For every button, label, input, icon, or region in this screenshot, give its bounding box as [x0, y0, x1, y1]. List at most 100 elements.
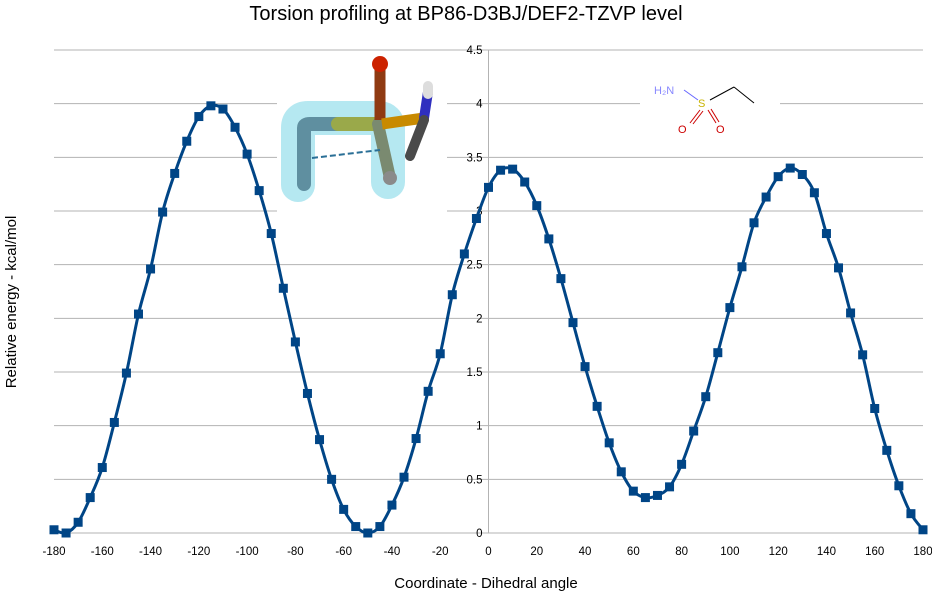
data-point — [834, 263, 844, 273]
amine-label: H₂N — [654, 85, 674, 97]
data-point — [158, 207, 168, 217]
data-point — [146, 264, 156, 274]
data-point — [821, 229, 831, 239]
data-point — [556, 274, 566, 284]
x-tick-label: 160 — [865, 546, 884, 558]
data-point — [61, 528, 71, 538]
y-tick-label: 4.5 — [467, 45, 483, 57]
x-tick-label: -180 — [42, 546, 65, 558]
data-point — [315, 435, 325, 445]
data-point — [327, 474, 337, 484]
x-tick-label: 0 — [485, 546, 491, 558]
data-point — [97, 463, 107, 473]
data-point — [544, 234, 554, 244]
x-tick-label: 180 — [913, 546, 932, 558]
x-axis-label: Coordinate - Dihedral angle — [394, 575, 577, 592]
y-tick-label: 4 — [476, 99, 483, 111]
data-point — [49, 525, 59, 535]
oxygen-label-left: O — [678, 124, 687, 136]
data-point — [459, 249, 469, 259]
data-point — [568, 318, 578, 328]
data-point — [737, 262, 747, 272]
y-axis-ticks: 00.511.522.533.544.5 — [467, 45, 484, 540]
data-point — [761, 192, 771, 202]
x-axis-ticks: -180 -160 -140 -120 -100 -80 -60 -40 -20 0 20 40 60 8… — [42, 546, 932, 558]
data-point — [182, 136, 192, 146]
x-tick-label: 80 — [675, 546, 688, 558]
data-point — [170, 168, 180, 178]
data-point — [496, 165, 506, 175]
data-point — [797, 170, 807, 180]
data-point — [218, 104, 228, 114]
data-point — [133, 309, 143, 319]
x-tick-label: 20 — [530, 546, 543, 558]
data-point — [290, 337, 300, 347]
data-point — [266, 229, 276, 239]
data-point — [640, 493, 650, 503]
energy-series — [49, 101, 928, 538]
data-point — [278, 283, 288, 293]
data-point — [351, 522, 361, 532]
data-point — [870, 403, 880, 413]
x-tick-label: -160 — [91, 546, 114, 558]
x-tick-label: 60 — [627, 546, 640, 558]
data-point — [616, 467, 626, 477]
x-tick-label: 40 — [579, 546, 592, 558]
data-point — [689, 426, 699, 436]
data-point — [665, 482, 675, 492]
y-tick-label: 0 — [476, 528, 482, 540]
x-tick-label: -60 — [335, 546, 352, 558]
data-point — [411, 434, 421, 444]
data-point — [85, 493, 95, 503]
data-point — [230, 122, 240, 132]
data-point — [302, 388, 312, 398]
data-point — [677, 459, 687, 469]
data-point — [580, 362, 590, 372]
y-tick-label: 2 — [476, 313, 482, 325]
x-tick-label: -20 — [432, 546, 449, 558]
y-axis-label: Relative energy - kcal/mol — [3, 216, 20, 389]
chart-title: Torsion profiling at BP86-D3BJ/DEF2-TZVP… — [249, 3, 682, 25]
data-point — [447, 290, 457, 300]
data-point — [508, 164, 518, 174]
data-point — [206, 101, 216, 111]
data-point — [628, 486, 638, 496]
data-point — [592, 401, 602, 411]
x-tick-label: 100 — [720, 546, 739, 558]
sulfur-label: S — [698, 98, 705, 110]
x-tick-label: -120 — [187, 546, 210, 558]
data-point — [254, 186, 264, 196]
x-tick-label: -40 — [384, 546, 401, 558]
y-tick-label: 3.5 — [467, 152, 483, 164]
x-tick-label: 140 — [817, 546, 836, 558]
x-tick-label: -80 — [287, 546, 304, 558]
x-tick-label: -140 — [139, 546, 162, 558]
data-point — [918, 525, 928, 535]
oxygen-label-right: O — [716, 124, 725, 136]
data-point — [809, 188, 819, 198]
data-point — [532, 201, 542, 211]
data-point — [858, 350, 868, 360]
data-point — [520, 177, 530, 187]
molecule-2d-structure: H₂N S O O — [640, 75, 780, 140]
data-point — [242, 149, 252, 159]
y-tick-label: 1 — [476, 421, 482, 433]
data-point — [894, 481, 904, 491]
data-point — [363, 528, 373, 538]
y-tick-label: 1.5 — [467, 367, 483, 379]
data-point — [882, 445, 892, 455]
data-point — [906, 509, 916, 519]
data-point — [773, 172, 783, 182]
y-tick-label: 0.5 — [467, 474, 483, 486]
data-point — [471, 214, 481, 224]
x-tick-label: 120 — [769, 546, 788, 558]
data-point — [713, 348, 723, 358]
data-point — [121, 368, 131, 378]
data-point — [604, 438, 614, 448]
data-point — [339, 504, 349, 514]
data-point — [785, 163, 795, 173]
data-point — [846, 308, 856, 318]
data-point — [652, 490, 662, 500]
data-point — [73, 517, 83, 527]
